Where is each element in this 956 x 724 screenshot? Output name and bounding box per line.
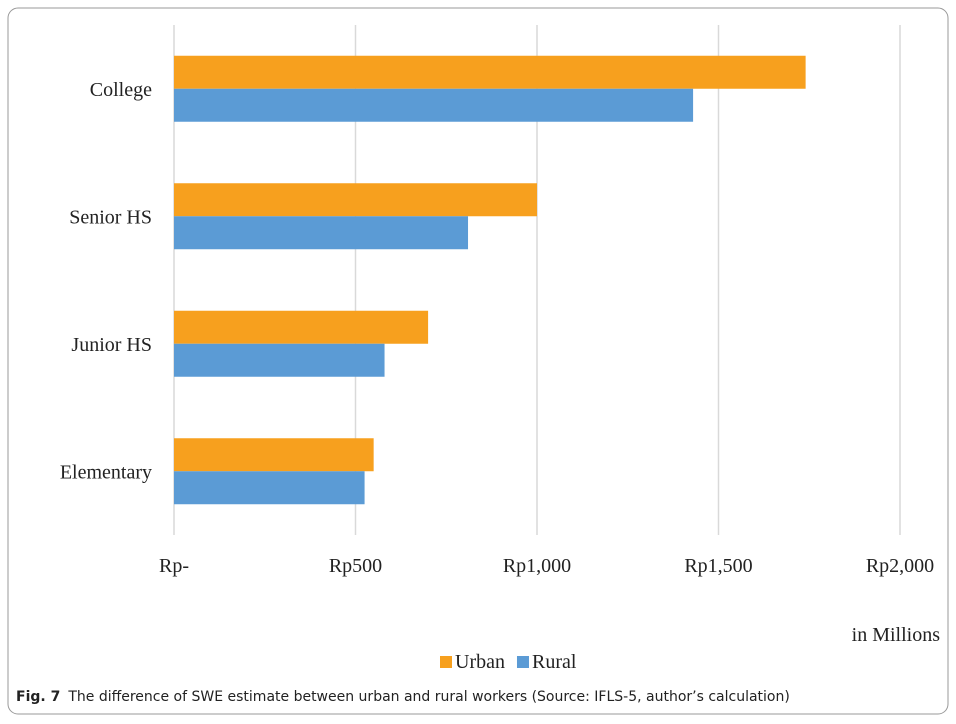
legend-label: Rural xyxy=(532,651,577,673)
legend-swatch xyxy=(440,656,452,668)
bar xyxy=(174,471,365,505)
bar xyxy=(174,310,429,344)
bar xyxy=(174,183,537,217)
legend-label: Urban xyxy=(455,651,505,673)
caption-text: The difference of SWE estimate between u… xyxy=(67,689,790,705)
y-tick-label: Senior HS xyxy=(69,206,152,228)
y-tick-label: College xyxy=(90,79,152,101)
x-axis-label: in Millions xyxy=(852,624,941,646)
bar xyxy=(174,216,469,250)
caption: Fig. 7 The difference of SWE estimate bet… xyxy=(16,689,790,705)
x-tick-label: Rp1,500 xyxy=(684,555,752,577)
bar xyxy=(174,343,385,377)
frame xyxy=(7,7,949,715)
bar xyxy=(174,438,374,472)
x-tick-label: Rp- xyxy=(159,555,189,577)
x-tick-label: Rp1,000 xyxy=(503,555,571,577)
x-tick-label: Rp2,000 xyxy=(866,555,934,577)
caption-label: Fig. 7 xyxy=(16,689,60,705)
legend-swatch xyxy=(516,656,529,668)
x-tick-label: Rp500 xyxy=(329,555,382,577)
y-tick-label: Junior HS xyxy=(71,334,152,356)
bar xyxy=(174,88,694,122)
bar xyxy=(174,55,806,89)
y-tick-label: Elementary xyxy=(60,461,152,483)
